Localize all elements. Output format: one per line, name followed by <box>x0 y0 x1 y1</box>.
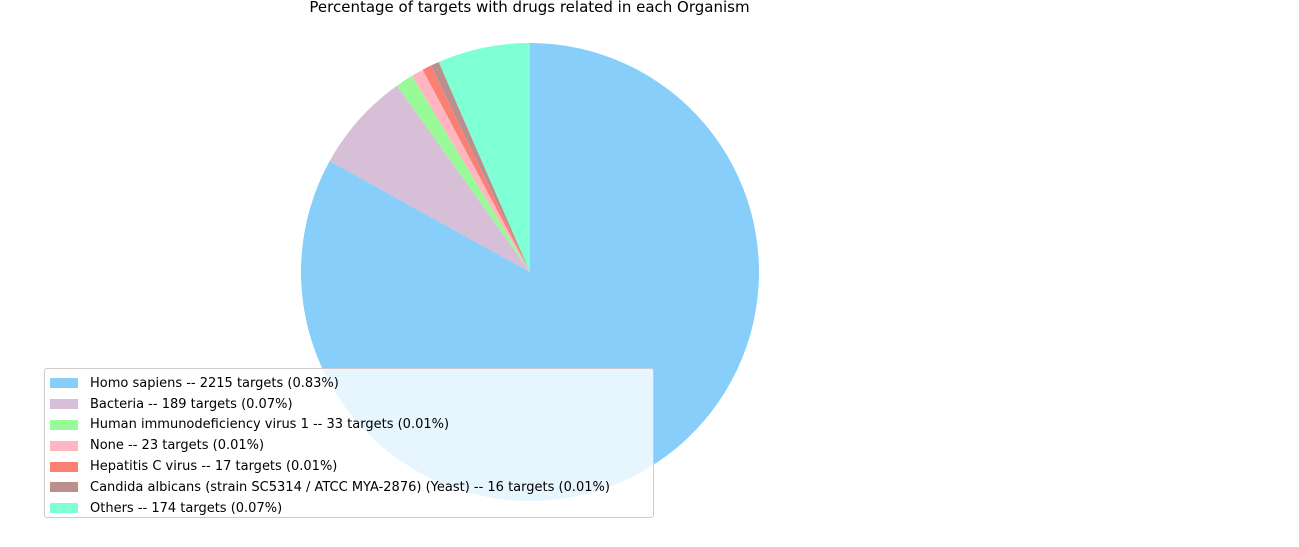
legend-label: Bacteria -- 189 targets (0.07%) <box>90 396 293 412</box>
legend-item-bacteria: Bacteria -- 189 targets (0.07%) <box>50 394 653 415</box>
legend-label: Homo sapiens -- 2215 targets (0.83%) <box>90 375 339 391</box>
pie-slice <box>438 43 530 272</box>
legend-item-homo-sapiens: Homo sapiens -- 2215 targets (0.83%) <box>50 373 653 394</box>
legend-label: Candida albicans (strain SC5314 / ATCC M… <box>90 479 610 495</box>
legend-item-hiv-1: Human immunodeficiency virus 1 -- 33 tar… <box>50 415 653 436</box>
legend: Homo sapiens -- 2215 targets (0.83%) Bac… <box>44 368 654 518</box>
legend-label: Hepatitis C virus -- 17 targets (0.01%) <box>90 459 338 475</box>
legend-item-candida-albicans: Candida albicans (strain SC5314 / ATCC M… <box>50 477 653 498</box>
legend-swatch <box>50 378 78 389</box>
legend-swatch <box>50 440 78 451</box>
legend-label: Others -- 174 targets (0.07%) <box>90 500 283 516</box>
legend-swatch <box>50 503 78 514</box>
pie-slice <box>329 85 530 272</box>
legend-item-none: None -- 23 targets (0.01%) <box>50 435 653 456</box>
pie-slice <box>422 65 530 272</box>
legend-label: None -- 23 targets (0.01%) <box>90 438 265 454</box>
pie-slice <box>411 69 530 272</box>
legend-item-hepatitis-c: Hepatitis C virus -- 17 targets (0.01%) <box>50 456 653 477</box>
legend-swatch <box>50 482 78 493</box>
chart-title: Percentage of targets with drugs related… <box>309 0 750 16</box>
legend-label: Human immunodeficiency virus 1 -- 33 tar… <box>90 417 450 433</box>
legend-swatch <box>50 419 78 430</box>
legend-swatch <box>50 399 78 410</box>
legend-item-others: Others -- 174 targets (0.07%) <box>50 498 653 519</box>
legend-swatch <box>50 461 78 472</box>
pie-slice <box>397 75 530 272</box>
pie-slice <box>430 61 530 272</box>
